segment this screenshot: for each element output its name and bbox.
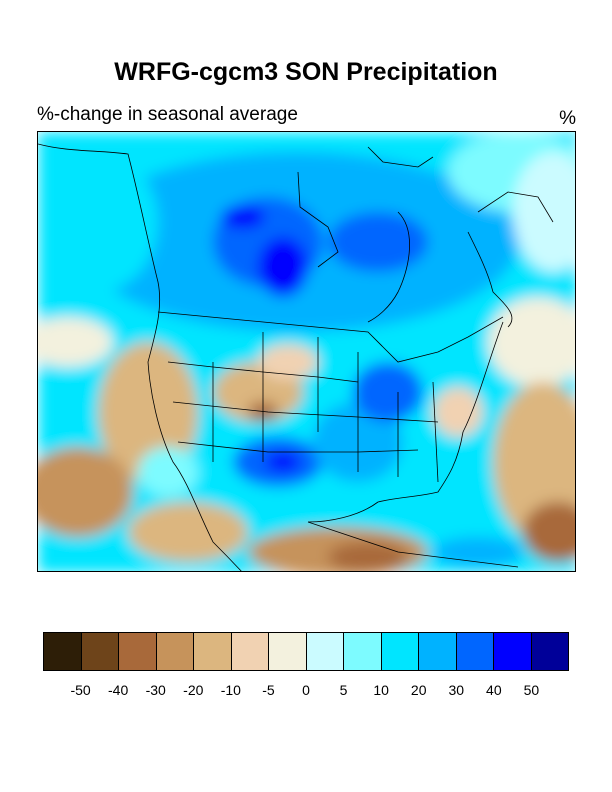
colorbar-swatch-10 [419,633,457,670]
colorbar-swatch-5 [231,633,269,670]
colorbar-tick-label: -10 [220,682,241,698]
colorbar-swatch-2 [119,633,157,670]
colorbar-tick-label: 5 [339,682,348,698]
colorbar-swatch-11 [456,633,494,670]
subtitle-left: %-change in seasonal average [37,104,298,125]
colorbar-tick-label: -20 [183,682,204,698]
colorbar-swatch-1 [81,633,119,670]
colorbar-tick-label: 0 [302,682,310,698]
colorbar [43,632,569,671]
colorbar-tick-label: 10 [373,682,389,698]
units-label: % [559,108,576,129]
colorbar-swatch-8 [344,633,382,670]
colorbar-swatch-13 [531,633,568,670]
colorbar-swatch-0 [44,633,82,670]
colorbar-tick-label: 40 [486,682,502,698]
coastlines-and-borders [38,143,554,571]
colorbar-tick-label: 30 [448,682,465,698]
colorbar-swatch-9 [381,633,419,670]
precipitation-map [37,131,576,572]
colorbar-tick-label: -30 [145,682,166,698]
map-canvas [38,132,575,571]
figure-title: WRFG-cgcm3 SON Precipitation [114,58,498,86]
colorbar-swatch-7 [306,633,344,670]
colorbar-tick-label: 20 [410,682,427,698]
colorbar-tick-label: -50 [70,682,91,698]
colorbar-tick-label: 50 [523,682,540,698]
colorbar-swatch-4 [194,633,232,670]
colorbar-swatch-3 [156,633,194,670]
colorbar-swatch-12 [494,633,532,670]
colorbar-tick-label: -40 [108,682,129,698]
colorbar-tick-label: -5 [262,682,275,698]
colorbar-swatch-6 [269,633,307,670]
precip-field [38,132,575,571]
